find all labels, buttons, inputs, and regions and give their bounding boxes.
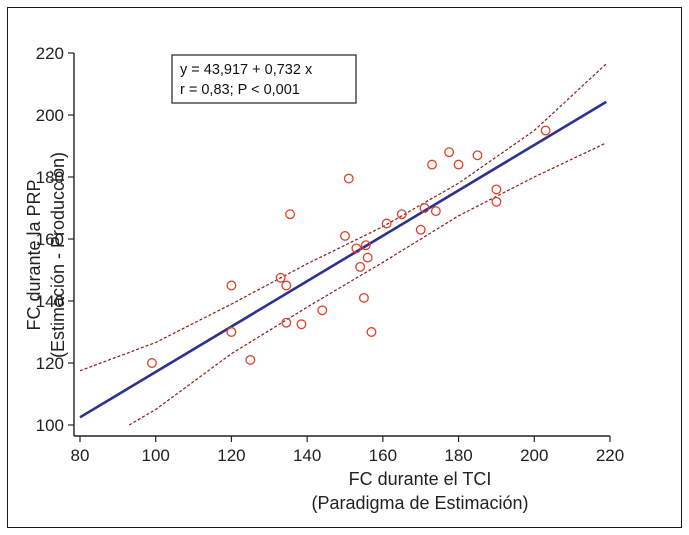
equation-box-border bbox=[171, 54, 357, 104]
data-point bbox=[472, 150, 483, 161]
x-tick-label: 160 bbox=[369, 446, 397, 465]
confidence-band-upper bbox=[79, 63, 607, 372]
y-tick-label: 100 bbox=[36, 416, 64, 435]
data-point bbox=[343, 173, 354, 184]
x-tick-label: 200 bbox=[520, 446, 548, 465]
data-point bbox=[360, 240, 371, 251]
data-point bbox=[444, 147, 455, 158]
y-tick-label: 200 bbox=[36, 106, 64, 125]
axes: 80 100 120 140 160 180 200 220 100 120 140 160 180 20… bbox=[36, 44, 625, 465]
data-point bbox=[317, 305, 328, 316]
data-point bbox=[275, 272, 286, 283]
data-point bbox=[355, 261, 366, 272]
confidence-band-lower bbox=[128, 142, 607, 426]
y-axis-title-line2: (Estimación - Producción) bbox=[48, 152, 68, 358]
data-point bbox=[281, 280, 292, 291]
y-tick-label: 160 bbox=[36, 230, 64, 249]
data-point bbox=[245, 354, 256, 365]
y-tick-label: 220 bbox=[36, 44, 64, 63]
x-tick-label: 100 bbox=[142, 446, 170, 465]
data-point bbox=[340, 230, 350, 241]
data-point bbox=[396, 209, 407, 220]
y-tick-label: 120 bbox=[36, 354, 64, 373]
data-point bbox=[430, 206, 441, 217]
regression-line-group bbox=[79, 100, 607, 419]
x-axis-title-line2: (Paradigma de Estimación) bbox=[311, 493, 528, 513]
regression-line bbox=[79, 100, 607, 419]
data-point bbox=[296, 319, 307, 330]
data-point bbox=[540, 125, 551, 136]
data-point bbox=[281, 317, 292, 328]
data-point bbox=[285, 209, 296, 220]
data-point bbox=[366, 327, 377, 337]
y-tick-label: 140 bbox=[36, 292, 64, 311]
data-point bbox=[146, 358, 157, 368]
equation-box: y = 43,917 + 0,732 x r = 0,83; P < 0,001 bbox=[171, 54, 357, 104]
data-point bbox=[453, 159, 464, 170]
data-point bbox=[491, 184, 502, 195]
equation-text: y = 43,917 + 0,732 x bbox=[180, 62, 313, 78]
data-point bbox=[226, 280, 237, 291]
x-axis-title-line1: FC durante el TCI bbox=[349, 469, 492, 489]
x-tick-label: 140 bbox=[293, 446, 321, 465]
data-point bbox=[351, 243, 362, 254]
x-tick-label: 120 bbox=[217, 446, 245, 465]
data-point bbox=[427, 159, 438, 170]
data-point bbox=[362, 252, 373, 263]
x-tick-label: 180 bbox=[444, 446, 472, 465]
x-tick-label: 220 bbox=[596, 446, 624, 465]
y-tick-label: 180 bbox=[36, 168, 64, 187]
data-point bbox=[491, 196, 502, 207]
data-points bbox=[146, 125, 551, 368]
x-tick-label: 80 bbox=[71, 446, 90, 465]
data-point bbox=[358, 292, 369, 303]
data-point bbox=[226, 327, 237, 337]
data-point bbox=[381, 218, 392, 229]
data-point bbox=[415, 224, 426, 235]
data-point bbox=[419, 203, 430, 213]
correlation-text: r = 0,83; P < 0,001 bbox=[180, 82, 300, 98]
confidence-band bbox=[79, 63, 607, 426]
y-axis-title-line1: FC durante la PRP bbox=[24, 179, 44, 330]
